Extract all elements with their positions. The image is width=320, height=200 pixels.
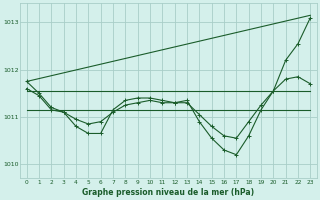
X-axis label: Graphe pression niveau de la mer (hPa): Graphe pression niveau de la mer (hPa) bbox=[83, 188, 255, 197]
